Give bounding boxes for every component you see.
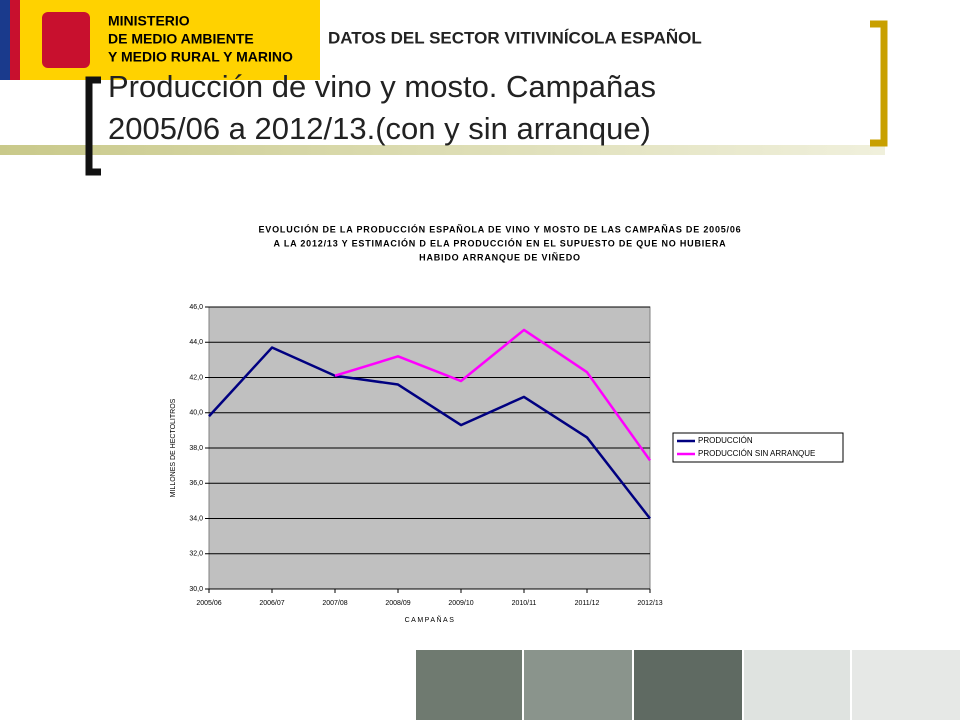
y-tick-label: 32,0 [189,551,203,558]
y-tick-label: 42,0 [189,374,203,381]
y-tick-label: 40,0 [189,410,203,417]
x-tick-label: 2012/13 [637,600,662,607]
x-tick-label: 2007/08 [322,600,347,607]
data-line [334,328,652,462]
x-tick-label: 2005/06 [196,600,221,607]
photo-strip [416,650,960,720]
x-tick-label: 2011/12 [575,600,600,607]
flag-strip [10,0,20,80]
legend-label: PRODUCCIÓN SIN ARRANQUE [698,449,815,458]
x-tick-label: 2009/10 [448,600,473,607]
chart-title: HABIDO ARRANQUE DE VIÑEDO [419,252,581,262]
y-tick-label: 44,0 [189,339,203,346]
y-tick-label: 36,0 [189,480,203,487]
x-axis-label: CAMPAÑAS [405,615,456,624]
x-tick-label: 2006/07 [259,600,284,607]
y-tick-label: 38,0 [189,445,203,452]
coat-of-arms [42,12,90,68]
legend-label: PRODUCCIÓN [698,436,753,445]
chart-title: EVOLUCIÓN DE LA PRODUCCIÓN ESPAÑOLA DE V… [259,223,742,234]
ministry-line: DE MEDIO AMBIENTE [108,31,254,47]
ministry-line: Y MEDIO RURAL Y MARINO [108,49,293,65]
bracket [870,20,888,147]
y-tick-label: 34,0 [189,515,203,522]
ministry-line: MINISTERIO [108,13,190,29]
header-band [0,145,885,155]
slide-title: 2005/06 a 2012/13.(con y sin arranque) [108,111,651,146]
section-title: DATOS DEL SECTOR VITIVINÍCOLA ESPAÑOL [328,27,702,47]
y-tick-label: 46,0 [189,304,203,311]
x-tick-label: 2010/11 [512,600,537,607]
y-tick-label: 30,0 [189,586,203,593]
x-tick-label: 2008/09 [385,600,410,607]
data-line [208,346,651,520]
chart-title: A LA 2012/13 Y ESTIMACIÓN D ELA PRODUCCI… [274,237,727,248]
bracket [85,76,101,176]
y-axis-label: MILLONES DE HECTOLITROS [170,398,177,497]
legend-box [672,432,844,463]
slide-title: Producción de vino y mosto. Campañas [108,69,656,104]
